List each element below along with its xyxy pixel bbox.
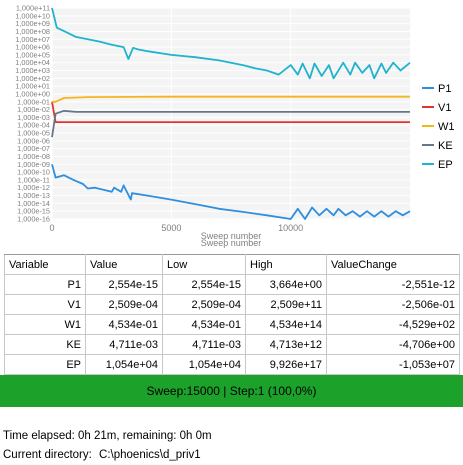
series-line-w1 xyxy=(52,95,410,103)
cell-high: 3,664e+00 xyxy=(245,274,327,295)
cell-low: 2,509e-04 xyxy=(162,294,246,315)
cell-valuechange: -4,529e+02 xyxy=(326,314,460,335)
y-tick-label: 1,000e-15 xyxy=(17,207,50,216)
y-tick-label: 1,000e-11 xyxy=(18,175,50,184)
sweep-progress-bar: Sweep:15000 | Step:1 (100,0%) xyxy=(0,375,463,407)
legend-label-v1: V1 xyxy=(438,102,451,114)
y-tick-label: 1,000e-07 xyxy=(17,144,50,153)
cell-value: 4,711e-03 xyxy=(85,334,163,355)
table-row[interactable]: EP 1,054e+04 1,054e+04 9,926e+17 -1,053e… xyxy=(4,354,460,375)
y-tick-label: 1,000e-13 xyxy=(17,191,50,200)
y-tick-label: 1,000e+06 xyxy=(15,43,50,52)
cell-low: 4,534e-01 xyxy=(162,314,246,335)
cell-value: 1,054e+04 xyxy=(85,354,163,375)
column-header-low[interactable]: Low xyxy=(162,254,246,275)
x-tick-label: 0 xyxy=(49,223,54,233)
y-tick-label: 1,000e+02 xyxy=(15,74,50,83)
series-line-ep xyxy=(51,7,411,80)
cell-valuechange: -1,053e+07 xyxy=(326,354,460,375)
y-tick-label: 1,000e-05 xyxy=(17,129,50,138)
cell-value: 4,534e-01 xyxy=(85,314,163,335)
cell-variable: V1 xyxy=(4,294,86,315)
y-tick-label: 1,000e-14 xyxy=(17,199,50,208)
convergence-chart-svg: 1,000e+111,000e+101,000e+091,000e+081,00… xyxy=(15,4,455,249)
y-tick-label: 1,000e+04 xyxy=(15,58,50,67)
cell-value: 2,509e-04 xyxy=(85,294,163,315)
x-axis-label-duplicate: Sweep number xyxy=(201,238,262,248)
column-header-high[interactable]: High xyxy=(245,254,327,275)
y-tick-label: 1,000e-01 xyxy=(17,97,50,106)
y-tick-label: 1,000e-12 xyxy=(17,183,50,192)
y-tick-label: 1,000e-08 xyxy=(17,152,50,161)
cell-low: 1,054e+04 xyxy=(162,354,246,375)
table-row[interactable]: V1 2,509e-04 2,509e-04 2,509e+11 -2,506e… xyxy=(4,294,460,315)
table-row[interactable]: P1 2,554e-15 2,554e-15 3,664e+00 -2,551e… xyxy=(4,274,460,295)
cell-value: 2,554e-15 xyxy=(85,274,163,295)
column-header-valuechange[interactable]: ValueChange xyxy=(326,254,460,275)
current-directory-row: Current directory: C:\phoenics\d_priv1 xyxy=(3,449,201,461)
cell-high: 4,713e+12 xyxy=(245,334,327,355)
legend-label-ke: KE xyxy=(438,140,453,152)
y-tick-label: 1,000e-10 xyxy=(17,168,50,177)
legend-label-w1: W1 xyxy=(438,121,455,133)
series-line-ke xyxy=(51,109,410,138)
table-header-row: Variable Value Low High ValueChange xyxy=(4,254,460,275)
y-tick-label: 1,000e+03 xyxy=(15,66,50,75)
y-tick-label: 1,000e+10 xyxy=(15,11,50,20)
y-tick-label: 1,000e-06 xyxy=(17,136,50,145)
time-elapsed-text: Time elapsed: 0h 21m, remaining: 0h 0m xyxy=(3,430,212,442)
y-tick-label: 1,000e+01 xyxy=(15,82,50,91)
cell-valuechange: -2,551e-12 xyxy=(326,274,460,295)
column-header-variable[interactable]: Variable xyxy=(4,254,86,275)
current-directory-value: C:\phoenics\d_priv1 xyxy=(99,449,201,461)
column-header-value[interactable]: Value xyxy=(85,254,163,275)
y-tick-label: 1,000e-09 xyxy=(17,160,50,169)
current-directory-label: Current directory: xyxy=(3,449,92,461)
y-tick-label: 1,000e+08 xyxy=(15,27,50,36)
legend-label-ep: EP xyxy=(438,159,453,171)
y-tick-label: 1,000e-02 xyxy=(17,105,50,114)
y-tick-label: 1,000e+05 xyxy=(15,50,50,59)
series-line-p1 xyxy=(51,164,411,220)
cell-low: 2,554e-15 xyxy=(162,274,246,295)
cell-variable: KE xyxy=(4,334,86,355)
cell-valuechange: -4,706e+00 xyxy=(326,334,460,355)
variables-table: Variable Value Low High ValueChange P1 2… xyxy=(4,254,460,375)
convergence-chart: 1,000e+11 1,000e+10 1,000e+09 1,000e+08 1,00… xyxy=(15,4,455,249)
progress-status-text: Sweep:15000 | Step:1 (100,0%) xyxy=(146,384,317,398)
table-row[interactable]: W1 4,534e-01 4,534e-01 4,534e+14 -4,529e… xyxy=(4,314,460,335)
y-tick-label: 1,000e+09 xyxy=(15,19,50,28)
y-tick-label: 1,000e+00 xyxy=(15,89,50,98)
y-tick-label: 1,000e-03 xyxy=(17,113,50,122)
cell-high: 2,509e+11 xyxy=(245,294,327,315)
cell-variable: EP xyxy=(4,354,86,375)
cell-variable: W1 xyxy=(4,314,86,335)
x-tick-label: 5000 xyxy=(161,223,181,233)
y-tick-label: 1,000e-04 xyxy=(17,121,50,130)
legend-label-p1: P1 xyxy=(438,83,451,95)
x-axis-label: Sweep number xyxy=(201,231,262,241)
y-tick-label: 1,000e+07 xyxy=(15,35,50,44)
cell-variable: P1 xyxy=(4,274,86,295)
cell-low: 4,711e-03 xyxy=(162,334,246,355)
cell-valuechange: -2,506e-01 xyxy=(326,294,460,315)
cell-high: 4,534e+14 xyxy=(245,314,327,335)
table-row[interactable]: KE 4,711e-03 4,711e-03 4,713e+12 -4,706e… xyxy=(4,334,460,355)
plot-area xyxy=(52,8,410,219)
y-tick-label: 1,000e+11 xyxy=(16,4,50,13)
cell-high: 9,926e+17 xyxy=(245,354,327,375)
x-tick-label: 10000 xyxy=(278,223,303,233)
y-tick-label: 1,000e-16 xyxy=(17,215,50,224)
